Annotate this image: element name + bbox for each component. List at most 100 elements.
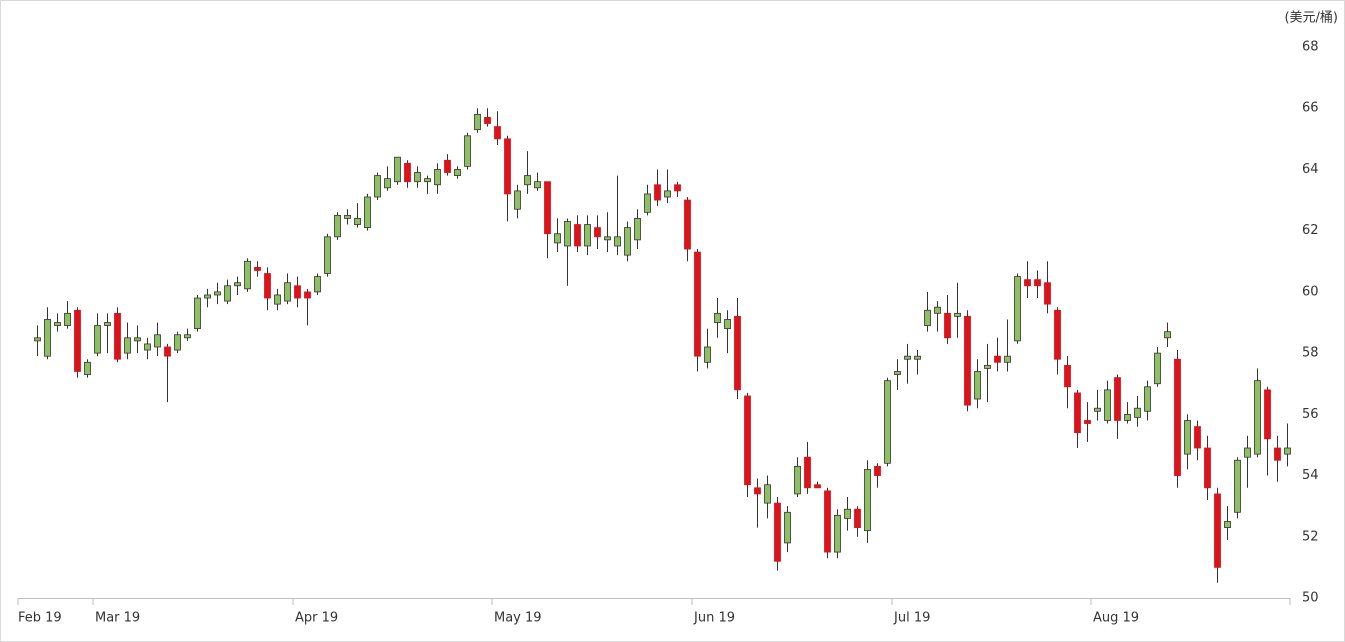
- candle-body: [1274, 447, 1281, 461]
- candle-body: [1164, 331, 1171, 339]
- candle-body: [524, 175, 531, 186]
- candle-body: [44, 319, 51, 357]
- candle-body: [544, 181, 551, 235]
- y-tick-label: 66: [1302, 101, 1319, 116]
- x-tick-label: Mar 19: [95, 611, 140, 626]
- candle-body: [814, 484, 821, 489]
- candle-body: [104, 322, 111, 326]
- candle-body: [564, 221, 571, 247]
- candle-body: [404, 162, 411, 183]
- candle-body: [904, 355, 911, 360]
- candle-body: [374, 175, 381, 198]
- candle-body: [724, 319, 731, 330]
- y-tick-label: 54: [1302, 468, 1319, 483]
- candle-body: [844, 508, 851, 519]
- candle-body: [1224, 521, 1231, 528]
- candle-body: [1174, 358, 1181, 476]
- candle-body: [854, 508, 861, 528]
- candle-body: [754, 487, 761, 495]
- candle-body: [554, 233, 561, 244]
- candle-body: [1154, 352, 1161, 385]
- candle-body: [944, 312, 951, 339]
- candle-body: [54, 322, 61, 326]
- candle-body: [254, 266, 261, 271]
- candle-body: [324, 236, 331, 274]
- candle-body: [424, 178, 431, 183]
- candle-body: [1214, 493, 1221, 568]
- candle-body: [534, 181, 541, 189]
- y-tick-label: 68: [1302, 40, 1319, 55]
- candle-body: [334, 214, 341, 238]
- candle-body: [274, 294, 281, 305]
- candle-body: [264, 273, 271, 299]
- candle-body: [794, 465, 801, 495]
- candle-body: [244, 260, 251, 290]
- candle-body: [984, 364, 991, 369]
- candle-body: [1044, 282, 1051, 305]
- y-tick-label: 56: [1302, 407, 1319, 422]
- y-tick-label: 62: [1302, 223, 1319, 238]
- candle-body: [864, 469, 871, 532]
- x-tick-label: Aug 19: [1093, 611, 1139, 626]
- candle-body: [444, 159, 451, 173]
- candle-body: [694, 251, 701, 357]
- candle-body: [604, 236, 611, 241]
- candle-body: [174, 334, 181, 351]
- candle-body: [1084, 420, 1091, 424]
- candle-body: [784, 511, 791, 544]
- candle-body: [134, 337, 141, 342]
- candle-body: [114, 312, 121, 360]
- candle-body: [884, 380, 891, 464]
- y-tick-label: 64: [1302, 162, 1319, 177]
- candle-body: [644, 193, 651, 213]
- candle-body: [1244, 447, 1251, 458]
- candle-body: [194, 297, 201, 330]
- candle-body: [74, 309, 81, 372]
- candle-body: [1114, 377, 1121, 421]
- candle-body: [34, 337, 41, 342]
- candle-body: [824, 490, 831, 553]
- x-tick-label: Jun 19: [693, 611, 735, 626]
- candle-body: [504, 138, 511, 195]
- candle-body: [414, 172, 421, 183]
- candle-body: [184, 334, 191, 339]
- candle-body: [714, 312, 721, 323]
- candle-body: [394, 156, 401, 183]
- candle-body: [974, 371, 981, 400]
- y-tick-label: 50: [1302, 591, 1319, 606]
- x-tick-label: May 19: [494, 611, 542, 626]
- candle-body: [914, 355, 921, 360]
- candle-body: [204, 294, 211, 299]
- candle-body: [734, 315, 741, 391]
- candle-body: [624, 227, 631, 256]
- candle-body: [1034, 279, 1041, 287]
- candle-body: [934, 306, 941, 314]
- candle-body: [614, 236, 621, 247]
- candle-body: [804, 456, 811, 489]
- y-tick-label: 60: [1302, 284, 1319, 299]
- candle-body: [304, 291, 311, 299]
- candle-body: [514, 190, 521, 210]
- candle-body: [1134, 407, 1141, 418]
- candle-body: [474, 113, 481, 131]
- candle-body: [764, 484, 771, 504]
- candle-body: [224, 285, 231, 302]
- candle-body: [924, 309, 931, 326]
- candle-body: [574, 224, 581, 247]
- candle-body: [234, 282, 241, 287]
- candle-body: [834, 514, 841, 553]
- candle-body: [664, 190, 671, 198]
- candle-body: [874, 465, 881, 476]
- candle-body: [1124, 413, 1131, 421]
- y-unit-label: (美元/桶): [1284, 11, 1338, 26]
- candle-body: [434, 169, 441, 186]
- candle-body: [84, 361, 91, 375]
- candle-body: [164, 346, 171, 357]
- candle-body: [894, 371, 901, 375]
- candle-body: [1184, 420, 1191, 455]
- candle-body: [144, 343, 151, 351]
- candle-body: [1144, 386, 1151, 412]
- candle-body: [1074, 392, 1081, 434]
- x-tick-label: Jul 19: [893, 611, 930, 626]
